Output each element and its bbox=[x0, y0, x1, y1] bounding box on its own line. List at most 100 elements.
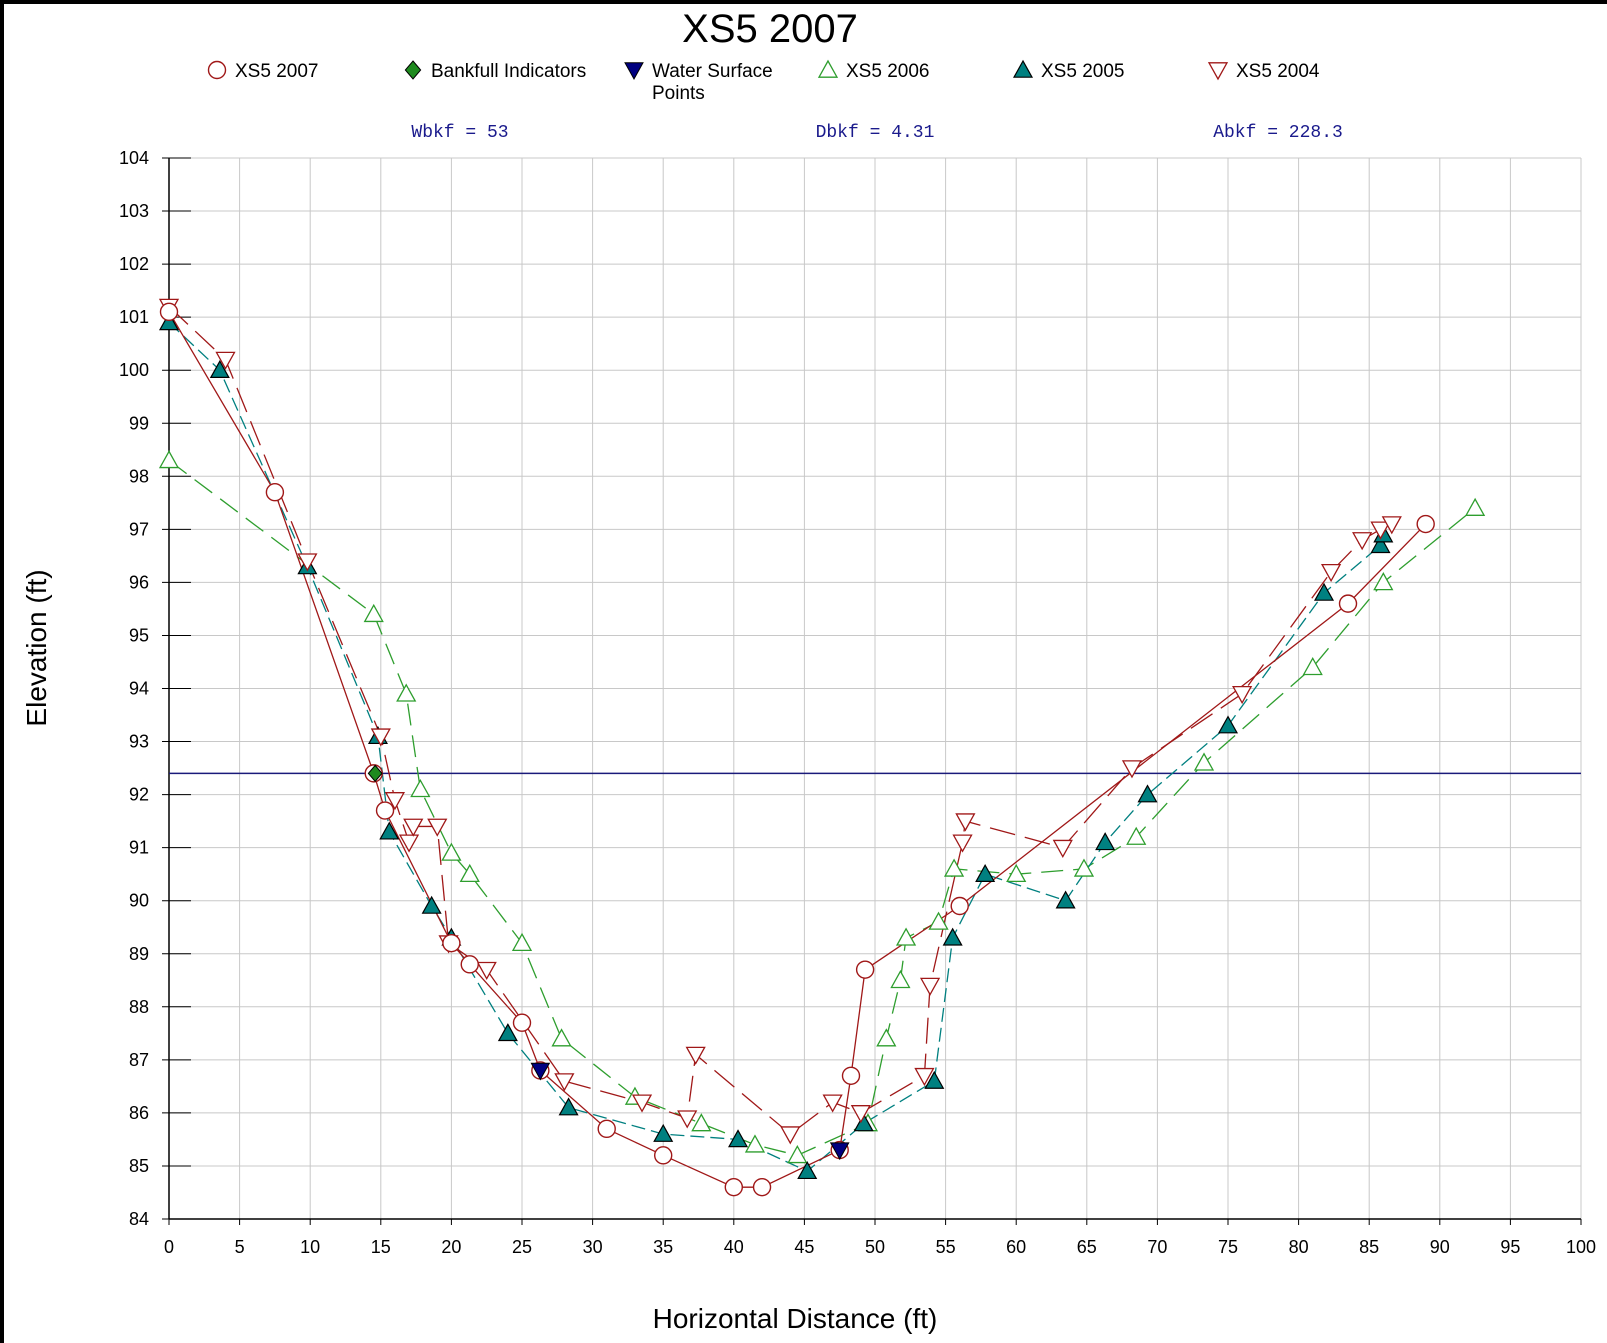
point-xs5-2004 bbox=[780, 1126, 801, 1145]
x-tick-label: 50 bbox=[865, 1237, 885, 1257]
y-tick-label: 103 bbox=[119, 201, 149, 221]
x-tick-label: 40 bbox=[724, 1237, 744, 1257]
y-tick-label: 104 bbox=[119, 148, 149, 168]
x-tick-label: 45 bbox=[794, 1237, 814, 1257]
point-xs5-2006 bbox=[787, 1145, 808, 1164]
x-tick-label: 65 bbox=[1077, 1237, 1097, 1257]
y-tick-label: 87 bbox=[129, 1050, 149, 1070]
point-xs5-2006 bbox=[158, 450, 180, 469]
x-tick-label: 75 bbox=[1218, 1237, 1238, 1257]
point-xs5-2005 bbox=[975, 863, 996, 882]
point-xs5-2004 bbox=[1352, 532, 1373, 551]
y-tick-label: 94 bbox=[129, 679, 149, 699]
point-xs5-2007 bbox=[159, 302, 179, 322]
x-tick-label: 10 bbox=[300, 1237, 320, 1257]
legend-marker-xs5-2004 bbox=[1207, 62, 1229, 81]
point-xs5-2005 bbox=[924, 1070, 945, 1089]
point-xs5-2006 bbox=[1373, 572, 1394, 591]
point-xs5-2004 bbox=[297, 553, 318, 572]
axes bbox=[162, 157, 1582, 1225]
point-xs5-2005 bbox=[728, 1129, 749, 1148]
point-xs5-2005 bbox=[1137, 784, 1158, 803]
point-xs5-2007 bbox=[460, 955, 479, 974]
point-xs5-2004 bbox=[403, 818, 424, 837]
y-tick-label: 84 bbox=[129, 1209, 149, 1229]
point-xs5-2006 bbox=[691, 1113, 712, 1132]
point-xs5-2006 bbox=[890, 969, 911, 989]
point-xs5-2007 bbox=[855, 960, 875, 979]
point-xs5-2005 bbox=[497, 1023, 518, 1042]
point-xs5-2007 bbox=[442, 933, 461, 953]
x-tick-label: 35 bbox=[653, 1237, 673, 1257]
legend: XS5 2007 Bankfull Indicators Water Surface… bbox=[207, 59, 1320, 104]
y-tick-label: 89 bbox=[129, 944, 149, 964]
point-xs5-2006 bbox=[396, 683, 417, 702]
point-xs5-2007 bbox=[1338, 594, 1358, 613]
x-tick-label: 100 bbox=[1566, 1237, 1596, 1257]
x-axis-label: Horizontal Distance (ft) bbox=[653, 1303, 938, 1334]
stat-dbkf: Dbkf = 4.31 bbox=[816, 123, 935, 143]
point-xs5-2007 bbox=[265, 483, 285, 502]
water-surface-point bbox=[829, 1142, 850, 1161]
point-xs5-2006 bbox=[441, 842, 462, 861]
x-tick-label: 60 bbox=[1006, 1237, 1026, 1257]
point-xs5-2004 bbox=[554, 1073, 575, 1092]
x-tick-label: 55 bbox=[936, 1237, 956, 1257]
x-tick-label: 95 bbox=[1500, 1237, 1520, 1257]
point-xs5-2004 bbox=[1232, 685, 1253, 705]
point-xs5-2004 bbox=[384, 792, 406, 811]
point-xs5-2006 bbox=[1464, 497, 1486, 516]
legend-marker-bankfull-indicators bbox=[404, 60, 422, 80]
point-xs5-2004 bbox=[822, 1094, 843, 1113]
point-xs5-2005 bbox=[942, 927, 963, 946]
x-tick-label: 70 bbox=[1147, 1237, 1167, 1257]
point-xs5-2004 bbox=[685, 1046, 706, 1065]
point-xs5-2004 bbox=[215, 351, 236, 370]
point-xs5-2007 bbox=[654, 1146, 673, 1165]
x-tick-label: 90 bbox=[1430, 1237, 1450, 1257]
point-xs5-2007 bbox=[375, 801, 395, 820]
series-line-xs5-2007 bbox=[168, 311, 1427, 1188]
stat-abkf: Abkf = 228.3 bbox=[1213, 123, 1343, 143]
point-xs5-2004 bbox=[677, 1110, 698, 1129]
point-xs5-2004 bbox=[1121, 760, 1143, 779]
point-xs5-2005 bbox=[209, 359, 230, 378]
point-xs5-2007 bbox=[950, 896, 969, 916]
point-xs5-2006 bbox=[1006, 863, 1027, 883]
point-xs5-2005 bbox=[853, 1113, 874, 1132]
legend-label-xs5-2006: XS5 2006 bbox=[846, 61, 929, 82]
point-xs5-2006 bbox=[1193, 752, 1215, 771]
y-tick-label: 100 bbox=[119, 360, 149, 380]
point-xs5-2006 bbox=[1073, 858, 1095, 877]
point-xs5-2005 bbox=[1217, 715, 1239, 734]
point-xs5-2004 bbox=[1320, 563, 1342, 583]
y-tick-labels: 84 85 86 87 88 89 90 91 92 93 94 95 96 97 98 99 100 101 10… bbox=[119, 148, 149, 1229]
series-line-xs5-2006 bbox=[168, 459, 1476, 1157]
point-xs5-2006 bbox=[943, 858, 965, 877]
bankfull-indicator-point bbox=[367, 764, 383, 783]
point-xs5-2004 bbox=[1370, 521, 1391, 540]
point-xs5-2007 bbox=[1416, 514, 1435, 534]
water-surface-point bbox=[530, 1062, 551, 1081]
point-xs5-2004 bbox=[370, 728, 391, 747]
x-tick-label: 15 bbox=[371, 1237, 391, 1257]
point-xs5-2006 bbox=[410, 778, 431, 798]
point-xs5-2005 bbox=[1313, 582, 1335, 601]
point-xs5-2007 bbox=[752, 1177, 772, 1197]
y-tick-label: 102 bbox=[119, 254, 149, 274]
x-tick-label: 25 bbox=[512, 1237, 532, 1257]
point-xs5-2007 bbox=[597, 1119, 616, 1139]
point-xs5-2006 bbox=[551, 1028, 572, 1047]
point-xs5-2006 bbox=[459, 863, 480, 883]
point-xs5-2004 bbox=[427, 818, 448, 837]
stat-wbkf: Wbkf = 53 bbox=[411, 123, 508, 143]
legend-label-xs5-2005: XS5 2005 bbox=[1041, 61, 1124, 82]
y-tick-label: 92 bbox=[129, 785, 149, 805]
legend-marker-xs5-2005 bbox=[1012, 59, 1034, 78]
point-xs5-2004 bbox=[476, 961, 497, 981]
y-axis-label: Elevation (ft) bbox=[21, 569, 52, 726]
series-layer bbox=[158, 298, 1581, 1197]
point-xs5-2006 bbox=[1126, 826, 1147, 845]
series-line-xs5-2005 bbox=[168, 321, 1384, 1173]
